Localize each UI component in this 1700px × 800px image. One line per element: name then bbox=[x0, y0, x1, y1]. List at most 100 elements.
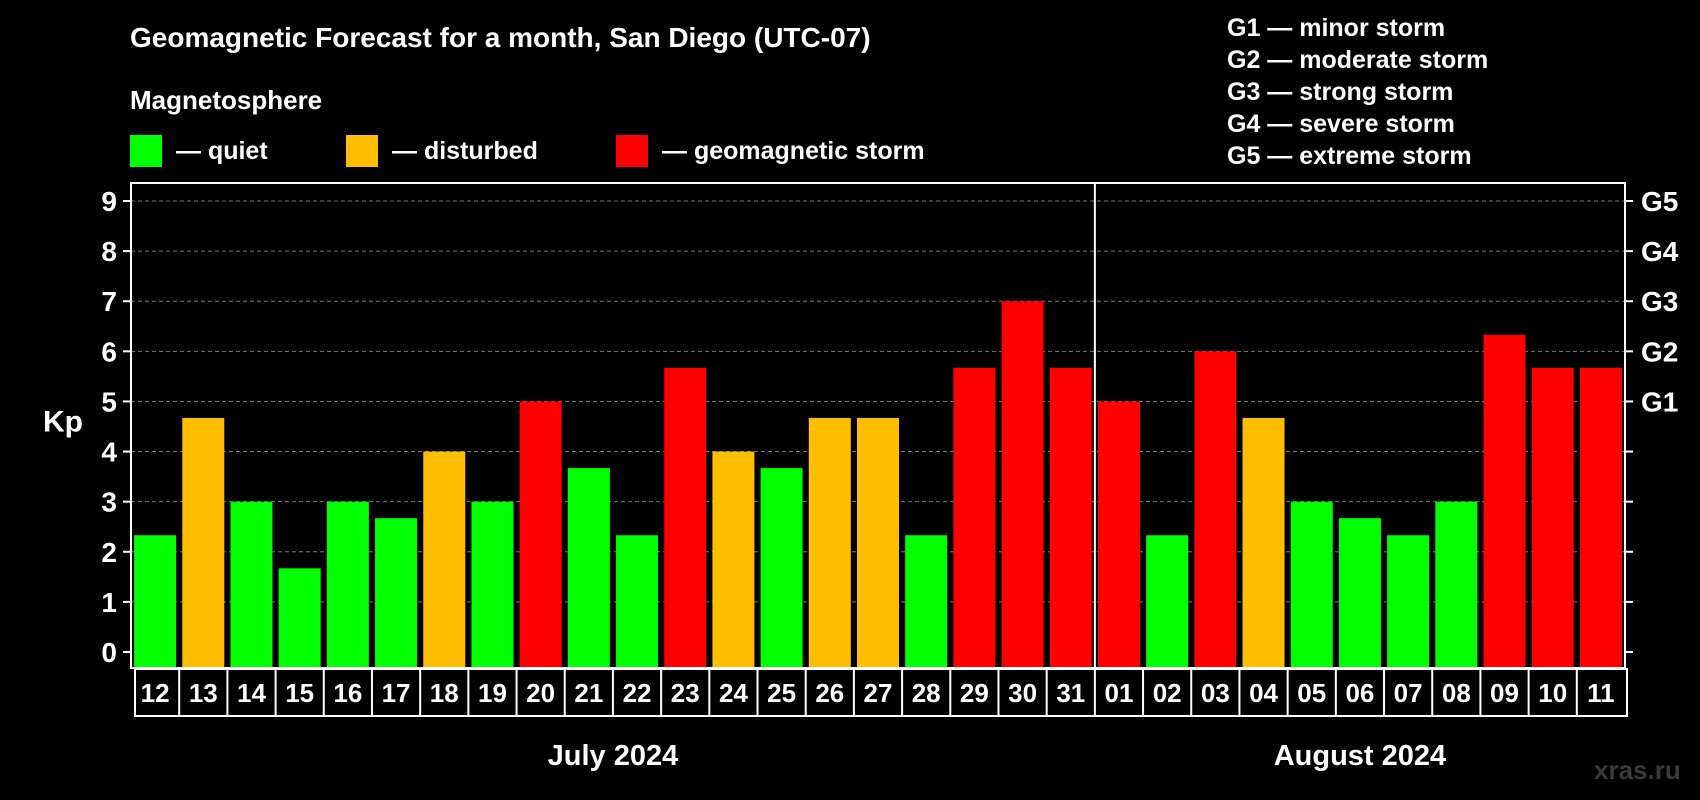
y-tick-label: 4 bbox=[101, 437, 117, 468]
bar bbox=[230, 501, 273, 668]
date-label: 20 bbox=[526, 678, 555, 708]
date-label: 05 bbox=[1297, 678, 1326, 708]
bar bbox=[1242, 417, 1285, 668]
chart-title: Geomagnetic Forecast for a month, San Di… bbox=[130, 22, 871, 53]
y-tick-label: 5 bbox=[101, 386, 117, 417]
y-tick-label: 6 bbox=[101, 336, 117, 367]
legend-storm: — geomagnetic storm bbox=[616, 135, 925, 167]
storm-level-label: G4 bbox=[1641, 236, 1679, 267]
bar bbox=[1531, 367, 1574, 668]
date-label: 02 bbox=[1153, 678, 1182, 708]
storm-scale-g1: G1 — minor storm bbox=[1227, 14, 1446, 42]
date-label: 18 bbox=[430, 678, 459, 708]
date-label: 26 bbox=[815, 678, 844, 708]
bar bbox=[808, 417, 851, 668]
date-label: 17 bbox=[382, 678, 411, 708]
bar bbox=[1579, 367, 1622, 668]
y-tick-label: 0 bbox=[101, 637, 117, 668]
date-label: 12 bbox=[141, 678, 170, 708]
legend-quiet-label: — quiet bbox=[176, 136, 268, 165]
bar bbox=[1049, 367, 1092, 668]
watermark: xras.ru bbox=[1594, 755, 1681, 785]
legend-quiet-swatch bbox=[130, 135, 162, 167]
bar bbox=[278, 568, 321, 668]
date-label: 13 bbox=[189, 678, 218, 708]
bar bbox=[182, 417, 225, 668]
y-tick-label: 8 bbox=[101, 236, 117, 267]
date-label: 07 bbox=[1394, 678, 1423, 708]
bar bbox=[1435, 501, 1478, 668]
legend-storm-swatch bbox=[616, 135, 648, 167]
legend-storm-label: — geomagnetic storm bbox=[662, 136, 925, 165]
legend-quiet: — quiet bbox=[130, 135, 268, 167]
y-tick-label: 3 bbox=[101, 487, 117, 518]
date-label: 10 bbox=[1538, 678, 1567, 708]
legend-heading: Magnetosphere bbox=[130, 85, 323, 115]
bar bbox=[1338, 518, 1381, 668]
date-label: 03 bbox=[1201, 678, 1230, 708]
date-label: 01 bbox=[1105, 678, 1134, 708]
bar bbox=[905, 535, 948, 668]
bar bbox=[664, 367, 707, 668]
bar bbox=[1001, 301, 1044, 668]
bar bbox=[1097, 401, 1140, 668]
storm-level-label: G1 bbox=[1641, 386, 1678, 417]
bar bbox=[375, 518, 418, 668]
bar bbox=[1194, 351, 1237, 668]
y-tick-label: 2 bbox=[101, 537, 117, 568]
storm-scale-g2: G2 — moderate storm bbox=[1227, 46, 1489, 74]
bar bbox=[712, 451, 755, 668]
month-label: August 2024 bbox=[1274, 740, 1446, 772]
date-label: 24 bbox=[719, 678, 748, 708]
date-label: 04 bbox=[1249, 678, 1278, 708]
y-tick-label: 7 bbox=[101, 286, 117, 317]
date-label: 15 bbox=[285, 678, 314, 708]
bar bbox=[953, 367, 996, 668]
bar bbox=[1387, 535, 1430, 668]
storm-scale-g5: G5 — extreme storm bbox=[1227, 142, 1472, 170]
bar bbox=[423, 451, 466, 668]
date-label: 28 bbox=[912, 678, 941, 708]
bar bbox=[1290, 501, 1333, 668]
date-label: 06 bbox=[1345, 678, 1374, 708]
bar bbox=[326, 501, 369, 668]
month-label: July 2024 bbox=[548, 740, 679, 772]
date-label: 30 bbox=[1008, 678, 1037, 708]
date-label: 23 bbox=[671, 678, 700, 708]
storm-level-label: G2 bbox=[1641, 336, 1678, 367]
storm-level-label: G5 bbox=[1641, 186, 1678, 217]
date-label: 31 bbox=[1056, 678, 1085, 708]
bar bbox=[616, 535, 659, 668]
legend-disturbed-label: — disturbed bbox=[392, 136, 538, 165]
storm-scale-legend: G1 — minor storm G2 — moderate storm G3 … bbox=[1227, 12, 1488, 172]
y-tick-label: 9 bbox=[101, 186, 117, 217]
y-axis-label: Kp bbox=[43, 405, 83, 438]
bar bbox=[1483, 334, 1526, 668]
storm-scale-g4: G4 — severe storm bbox=[1227, 110, 1455, 138]
date-label: 21 bbox=[574, 678, 603, 708]
date-label: 29 bbox=[960, 678, 989, 708]
date-row-frame bbox=[134, 668, 1628, 717]
storm-level-label: G3 bbox=[1641, 286, 1678, 317]
date-label: 16 bbox=[333, 678, 362, 708]
bar bbox=[471, 501, 514, 668]
date-label: 25 bbox=[767, 678, 796, 708]
date-label: 08 bbox=[1442, 678, 1471, 708]
bar bbox=[760, 468, 803, 668]
bar bbox=[519, 401, 562, 668]
date-label: 22 bbox=[623, 678, 652, 708]
date-label: 27 bbox=[864, 678, 893, 708]
y-tick-label: 1 bbox=[101, 587, 117, 618]
storm-scale-g3: G3 — strong storm bbox=[1227, 78, 1454, 106]
date-label: 09 bbox=[1490, 678, 1519, 708]
date-label: 14 bbox=[237, 678, 266, 708]
bar bbox=[134, 535, 177, 668]
bar bbox=[567, 468, 610, 668]
legend-disturbed: — disturbed bbox=[346, 135, 538, 167]
date-label: 19 bbox=[478, 678, 507, 708]
bar bbox=[857, 417, 899, 668]
date-label: 11 bbox=[1587, 678, 1615, 708]
legend-disturbed-swatch bbox=[346, 135, 378, 167]
bar bbox=[1146, 535, 1189, 668]
